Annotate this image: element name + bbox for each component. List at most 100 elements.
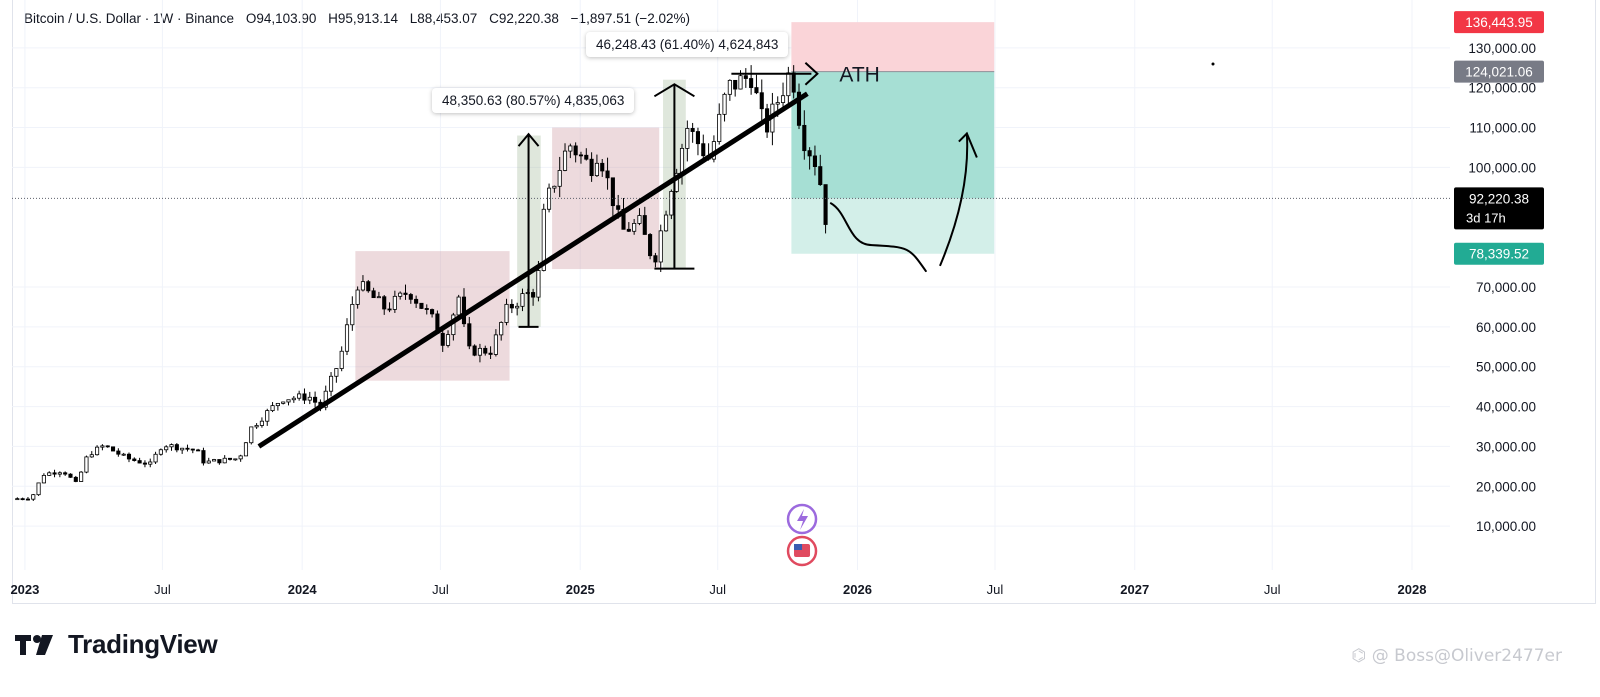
candle-body (387, 308, 392, 311)
candle-body (227, 457, 233, 460)
candle-body (180, 447, 185, 451)
candle-body (281, 401, 286, 404)
forecast-dip-stroke (829, 202, 927, 273)
tradingview-logo[interactable]: TradingView (15, 629, 218, 660)
candle-body (738, 75, 743, 90)
entry-price-tag-bg (1454, 60, 1544, 83)
candle-body (382, 296, 387, 310)
candle-body (568, 145, 573, 152)
forecast-arrow-icon (958, 131, 978, 158)
candle-body (467, 323, 472, 347)
candle-body (57, 472, 62, 475)
candle-body (270, 405, 275, 412)
candle-body (265, 410, 270, 422)
position-lower-zone (791, 198, 995, 254)
candle-body (243, 442, 249, 457)
candle-body (100, 445, 105, 448)
y-tick-label: 10,000.00 (1476, 519, 1536, 534)
y-tick-label: 40,000.00 (1476, 400, 1536, 415)
candle-body (653, 255, 658, 263)
candle-body (483, 347, 488, 354)
x-tick-label: Jul (987, 582, 1004, 597)
candle-body (807, 150, 812, 157)
candle-body (584, 154, 589, 160)
ath-label: ATH (839, 64, 879, 87)
symbol-header: Bitcoin / U.S. Dollar · 1W · Binance O94… (24, 11, 698, 26)
candle-body (594, 162, 599, 177)
chart-frame (12, 0, 1596, 604)
candle-body (174, 444, 179, 451)
candle-body (557, 170, 562, 187)
candle-body (132, 458, 137, 461)
candle-body (504, 303, 509, 323)
candle-body (823, 184, 828, 225)
candle-body (95, 446, 100, 456)
candle-body (185, 447, 190, 450)
ohlc-open: O94,103.90 (245, 11, 317, 26)
candle-body (430, 309, 435, 315)
candle-body (297, 393, 302, 399)
candle-body (41, 474, 46, 484)
measure-label-1: 48,350.63 (80.57%) 4,835,063 (432, 88, 635, 113)
candle-body (116, 450, 121, 455)
candle-body (403, 292, 408, 295)
forecast-rally-stroke (939, 132, 969, 267)
candle-body (775, 102, 780, 105)
candle-body (84, 456, 89, 473)
candle-body (679, 148, 685, 174)
candle-body (20, 498, 25, 501)
candle-body (419, 302, 424, 309)
candle-body (307, 396, 312, 401)
candle-body (68, 473, 73, 478)
candle-body (222, 457, 227, 464)
candle-body (47, 472, 52, 476)
candle-body (142, 462, 147, 465)
candle-body (541, 208, 546, 271)
candle-body (632, 223, 637, 232)
stop-price-tag-bg (1454, 242, 1544, 265)
candle-body (323, 390, 328, 408)
candle-body (424, 308, 429, 310)
y-tick-label: 20,000.00 (1476, 479, 1536, 494)
tradingview-wordmark: TradingView (68, 629, 218, 659)
candle-body (206, 460, 211, 464)
measure-arrow-head (517, 132, 540, 147)
candles (15, 65, 828, 502)
candle-body (302, 393, 307, 401)
candle-body (791, 72, 796, 93)
price-change: −1,897.51 (−2.02%) (570, 11, 691, 26)
event-icons[interactable] (786, 503, 818, 567)
candle-body (493, 334, 498, 355)
candle-body (249, 426, 254, 444)
candle-body (313, 396, 318, 403)
candle-body (105, 445, 110, 448)
candle-body (339, 350, 344, 369)
candle-body (472, 345, 477, 356)
candle-body (562, 150, 568, 171)
ohlc-low: L88,453.07 (409, 11, 478, 26)
candle-body (733, 79, 738, 90)
candle-body (196, 449, 201, 452)
candle-body (164, 446, 169, 451)
candle-body (350, 303, 355, 326)
x-tick-label: Jul (154, 582, 171, 597)
y-tick-label: 130,000.00 (1468, 41, 1536, 56)
position-upper-zone (791, 22, 995, 72)
candle-body (366, 281, 371, 292)
candle-body (121, 453, 126, 456)
candle-body (626, 228, 631, 232)
candle-body (531, 292, 536, 298)
candle-body (334, 368, 339, 377)
current-price-tag-bg (1454, 187, 1544, 230)
candle-body (520, 293, 525, 307)
us-flag-canton (794, 544, 803, 550)
candle-body (600, 162, 605, 172)
candle-body (685, 128, 690, 149)
candle-body (440, 332, 445, 346)
y-tick-label: 50,000.00 (1476, 360, 1536, 375)
trendline (257, 91, 809, 449)
x-tick-label: 2023 (10, 582, 39, 597)
candle-body (291, 397, 296, 401)
candle-body (818, 166, 823, 186)
